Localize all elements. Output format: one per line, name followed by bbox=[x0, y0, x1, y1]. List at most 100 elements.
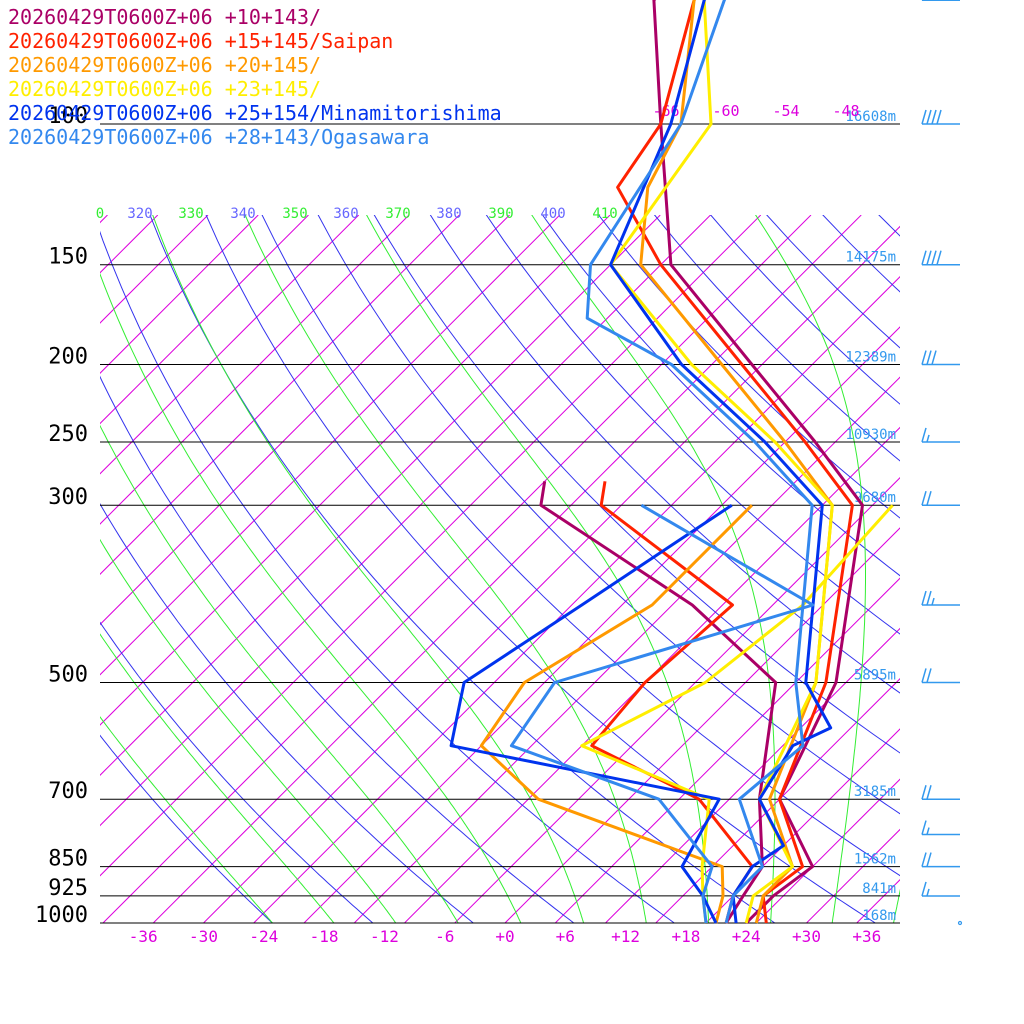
moist-adiabat-line bbox=[100, 538, 397, 923]
pressure-label: 925 bbox=[48, 876, 88, 901]
legend-entry: 20260429T0600Z+06 +23+145/ bbox=[8, 77, 321, 101]
pressure-label: 250 bbox=[48, 422, 88, 447]
isotherm-line bbox=[100, 215, 561, 676]
moist-adiabat-line bbox=[755, 215, 866, 923]
temperature-trace-2 bbox=[616, 0, 854, 924]
isotherm-line bbox=[957, 215, 1024, 923]
wind-barb bbox=[921, 491, 960, 506]
isotherm-line bbox=[554, 577, 900, 923]
moist-adiabat-line bbox=[892, 888, 900, 923]
pressure-label: 700 bbox=[48, 779, 88, 804]
isotherm-line bbox=[100, 215, 259, 374]
dry-adiabat-line bbox=[100, 503, 475, 923]
dewpoint-trace-1 bbox=[539, 481, 778, 924]
pressure-label: 850 bbox=[48, 847, 88, 872]
pressure-label: 100 bbox=[48, 104, 88, 129]
height-label: 12389m bbox=[845, 350, 896, 366]
isotherm-line bbox=[353, 376, 900, 923]
moist-adiabat-line bbox=[100, 272, 522, 923]
isotherm-line bbox=[100, 215, 159, 274]
theta-label: 370 bbox=[385, 206, 410, 222]
legend-entry: 20260429T0600Z+06 +10+143/ bbox=[8, 5, 321, 29]
isotherm-line bbox=[705, 728, 900, 923]
legend: 20260429T0600Z+06 +10+143/20260429T0600Z… bbox=[8, 5, 502, 149]
wind-barb bbox=[921, 785, 960, 800]
moist-adiabat-line bbox=[100, 716, 274, 923]
height-label: 5895m bbox=[854, 667, 896, 683]
dry-adiabat-line bbox=[100, 621, 374, 923]
theta-label: 360 bbox=[333, 206, 358, 222]
wind-barb-flag bbox=[926, 668, 932, 683]
dry-adiabat-line bbox=[149, 215, 776, 923]
isotherm-line bbox=[100, 215, 108, 224]
isotherm-line bbox=[100, 215, 611, 726]
isotherm-line bbox=[655, 678, 900, 923]
theta-label: 390 bbox=[488, 206, 513, 222]
height-label: 14175m bbox=[845, 250, 896, 266]
isotherm-line bbox=[102, 215, 812, 923]
wind-barb-flag bbox=[921, 590, 927, 606]
wind-barb bbox=[921, 881, 960, 897]
wind-barb bbox=[921, 852, 960, 868]
dry-adiabat-line bbox=[261, 215, 900, 877]
wind-barb-flag bbox=[931, 350, 937, 365]
dry-adiabat-lines bbox=[100, 215, 900, 923]
height-label: 9680m bbox=[854, 490, 896, 506]
isotherm-line bbox=[303, 326, 900, 923]
isotherm-line bbox=[100, 215, 460, 575]
isotherm-line bbox=[100, 215, 410, 525]
temperature-tick-label: -18 bbox=[310, 927, 339, 946]
dry-adiabat-line bbox=[100, 230, 676, 923]
isotherm-line bbox=[100, 215, 209, 324]
pressure-label: 300 bbox=[48, 485, 88, 510]
height-label: 10930m bbox=[845, 427, 896, 443]
wind-barb-flag bbox=[921, 881, 927, 897]
temperature-tick-label: +24 bbox=[732, 927, 761, 946]
temperature-tick-label: +0 bbox=[495, 927, 514, 946]
theta-label: 340 bbox=[230, 206, 255, 222]
height-label: 168m bbox=[862, 908, 896, 924]
wind-barb-flag bbox=[921, 785, 927, 800]
sounding-traces bbox=[449, 0, 894, 925]
dry-adiabat-line bbox=[373, 215, 900, 754]
wind-barb-flag bbox=[921, 491, 927, 506]
legend-entry: 20260429T0600Z+06 +15+145/Saipan bbox=[8, 29, 393, 53]
height-label: 16608m bbox=[845, 109, 896, 125]
wind-barb bbox=[921, 427, 960, 443]
wind-barb-flag bbox=[921, 109, 927, 125]
isotherm-line bbox=[806, 828, 900, 923]
dry-adiabat-line bbox=[317, 215, 900, 815]
wind-barb-flag bbox=[921, 852, 927, 867]
isotherm-line bbox=[100, 215, 661, 776]
moist-adiabat-line bbox=[244, 215, 647, 923]
wind-barb bbox=[921, 109, 960, 125]
theta-label: 410 bbox=[592, 206, 617, 222]
theta-label: 380 bbox=[436, 206, 461, 222]
temperature-tick-label: -6 bbox=[435, 927, 454, 946]
wind-barb-flag bbox=[921, 668, 927, 683]
temperature-tick-label: +12 bbox=[611, 927, 640, 946]
wind-barb-half-flag bbox=[926, 888, 930, 897]
isotherm-line bbox=[454, 477, 900, 923]
wind-barb-flag bbox=[936, 109, 942, 125]
pressure-label: 1000 bbox=[35, 903, 88, 928]
isotherm-line bbox=[100, 215, 309, 425]
temperature-tick-label: -36 bbox=[129, 927, 158, 946]
dewpoint-trace-4 bbox=[580, 504, 894, 924]
pressure-label: 200 bbox=[48, 345, 88, 370]
temperature-trace-1 bbox=[652, 0, 864, 925]
wind-barb-flag bbox=[931, 109, 937, 125]
height-label: 841m bbox=[862, 881, 896, 897]
dry-adiabat-line bbox=[541, 215, 900, 577]
isotherm-line bbox=[203, 225, 900, 923]
isotherm-line bbox=[253, 276, 900, 923]
wind-barb bbox=[921, 250, 960, 266]
wind-barb-half-flag bbox=[931, 597, 935, 606]
isotherm-line bbox=[907, 215, 1024, 923]
isotherm-line bbox=[152, 215, 862, 923]
temperature-tick-label: -12 bbox=[370, 927, 399, 946]
legend-entry: 20260429T0600Z+06 +20+145/ bbox=[8, 53, 321, 77]
wind-barb bbox=[921, 668, 960, 684]
wind-barbs bbox=[921, 0, 963, 926]
